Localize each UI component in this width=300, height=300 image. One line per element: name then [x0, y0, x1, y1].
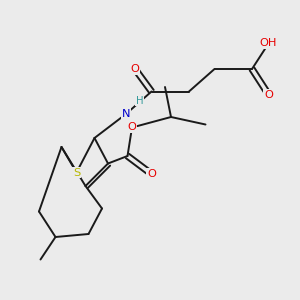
Text: H: H: [136, 96, 143, 106]
Text: OH: OH: [260, 38, 277, 49]
Text: O: O: [130, 64, 140, 74]
Text: O: O: [128, 122, 136, 133]
Text: N: N: [122, 109, 130, 119]
Text: O: O: [147, 169, 156, 179]
Text: O: O: [264, 89, 273, 100]
Text: S: S: [73, 167, 80, 178]
